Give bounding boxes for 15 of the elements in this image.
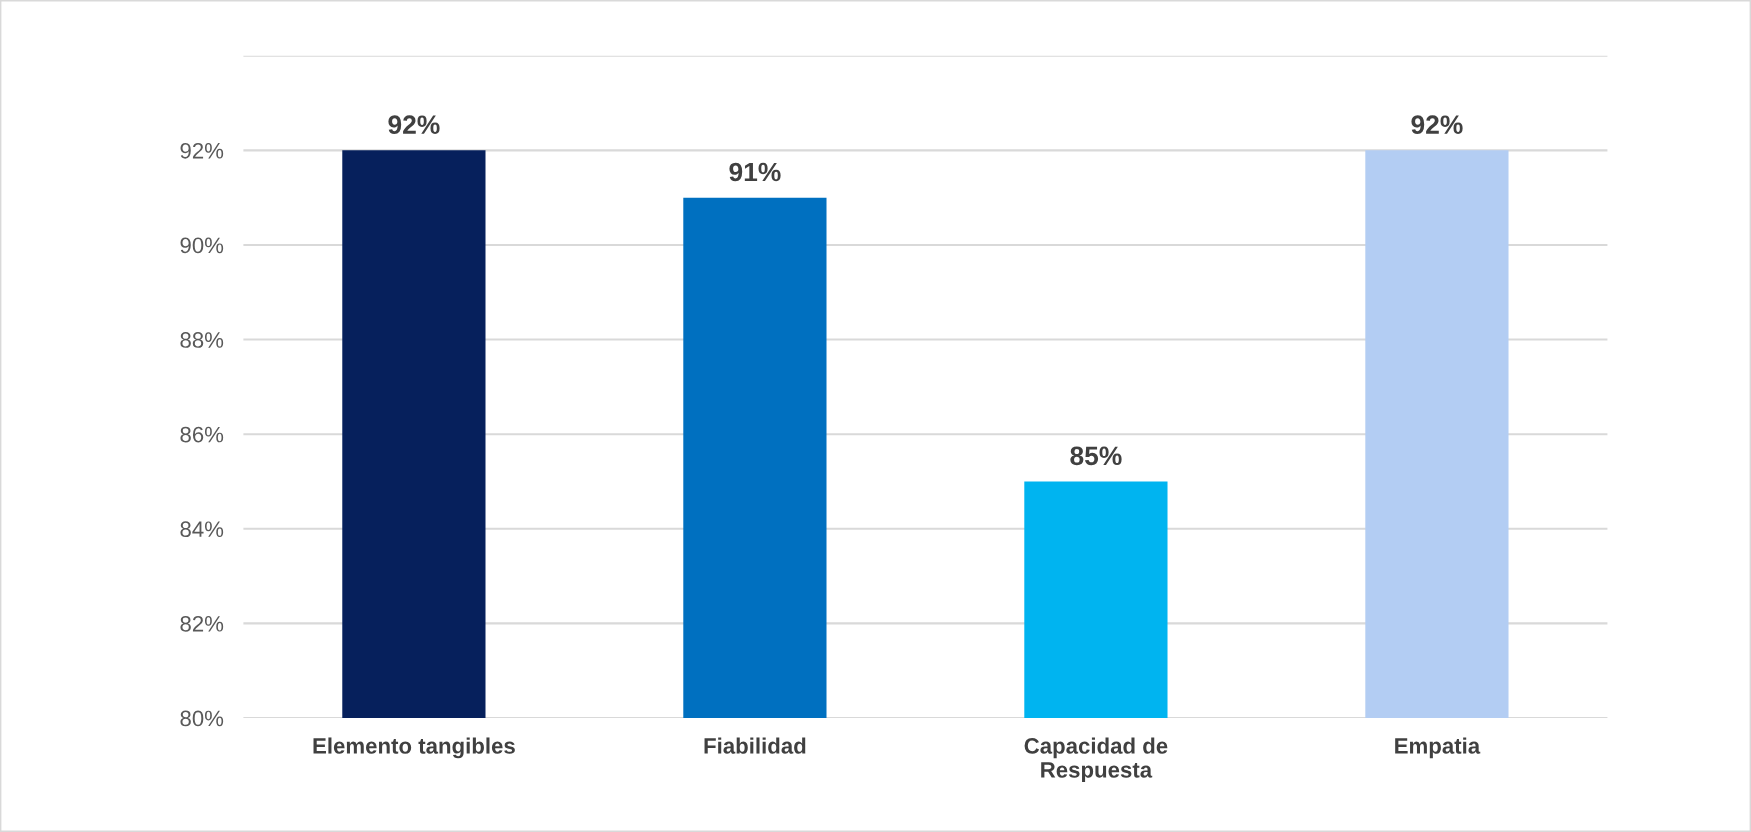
x-tick-label: Fiabilidad xyxy=(704,737,806,754)
x-tick-label: Empatia xyxy=(1395,737,1481,759)
data-label: 91% xyxy=(729,162,781,182)
data-label: 85% xyxy=(1070,446,1122,466)
x-tick-label: Capacidad de Respuesta xyxy=(1024,737,1168,783)
data-label: 92% xyxy=(1411,115,1463,135)
x-tick-label: Elemento tangibles xyxy=(313,737,515,759)
y-tick-label: 82% xyxy=(180,615,224,632)
y-tick-label: 80% xyxy=(180,710,224,727)
y-tick-label: 86% xyxy=(180,426,224,443)
data-label: 92% xyxy=(388,115,440,135)
y-tick-label: 88% xyxy=(180,332,224,348)
y-tick-label: 90% xyxy=(180,237,224,254)
y-tick-label: 84% xyxy=(180,521,224,538)
y-tick-label: 92% xyxy=(180,142,224,159)
